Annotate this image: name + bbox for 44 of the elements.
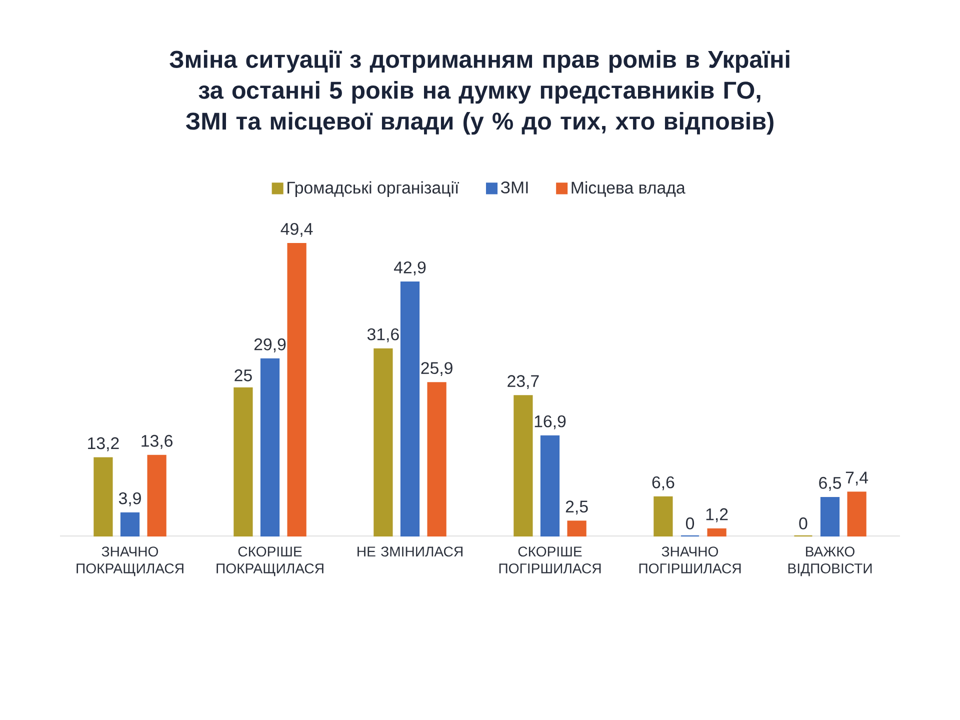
bar (287, 242, 306, 537)
bar (260, 358, 280, 537)
chart-title: Зміна ситуації з дотриманням прав ромів в Україні за останні 5 років на думку представників ГО, ЗМІ та місцевої влади (у % до тих, хто відповів) (170, 50, 790, 135)
data-label: 6,5 (819, 476, 842, 491)
bar (567, 520, 586, 537)
bar (847, 492, 866, 537)
bar (514, 395, 533, 537)
data-label: 25 (234, 369, 252, 382)
x-tick-label: ВАЖКО ВІДПОВІСТИ (788, 546, 872, 576)
legend-label: Громадські організації (288, 181, 460, 198)
data-label: 2,5 (566, 500, 588, 515)
data-label: 1,2 (706, 508, 728, 522)
bar (94, 457, 113, 537)
bar (820, 496, 840, 537)
data-label: 42,9 (394, 261, 426, 276)
data-label: 31,6 (367, 328, 399, 342)
bar (540, 435, 560, 537)
data-label: 6,6 (652, 476, 674, 490)
bar (120, 512, 140, 537)
data-label: 7,4 (846, 472, 868, 486)
data-label: 25,9 (421, 362, 452, 376)
bar (147, 454, 166, 537)
data-label: 0 (799, 517, 808, 530)
bar (400, 281, 420, 537)
data-label: 0 (686, 517, 694, 530)
data-label: 23,7 (508, 375, 539, 390)
bar (427, 382, 446, 537)
data-label: 29,9 (254, 338, 286, 352)
x-tick-label: ЗНАЧНО ПОГІРШИЛАСЯ (639, 546, 741, 574)
data-label: 49,4 (280, 222, 313, 237)
bar (707, 528, 726, 537)
data-label: 3,9 (118, 492, 141, 506)
legend-label: ЗМІ (500, 182, 528, 194)
bar (234, 387, 253, 537)
data-label: 16,9 (534, 415, 566, 430)
data-label: 13,6 (142, 434, 172, 449)
x-tick-label: СКОРІШЕ ПОКРАЩИЛАСЯ (216, 546, 324, 576)
x-tick-label: НЕ ЗМІНИЛАСЯ (358, 546, 462, 557)
bar (374, 348, 393, 537)
x-tick-label: СКОРІШЕ ПОГІРШИЛАСЯ (499, 546, 601, 574)
legend-label: Місцева влада (572, 181, 686, 197)
x-tick-label: ЗНАЧНО ПОКРАЩИЛАСЯ (76, 546, 184, 576)
bar (654, 496, 673, 537)
data-label: 13,2 (88, 437, 119, 452)
